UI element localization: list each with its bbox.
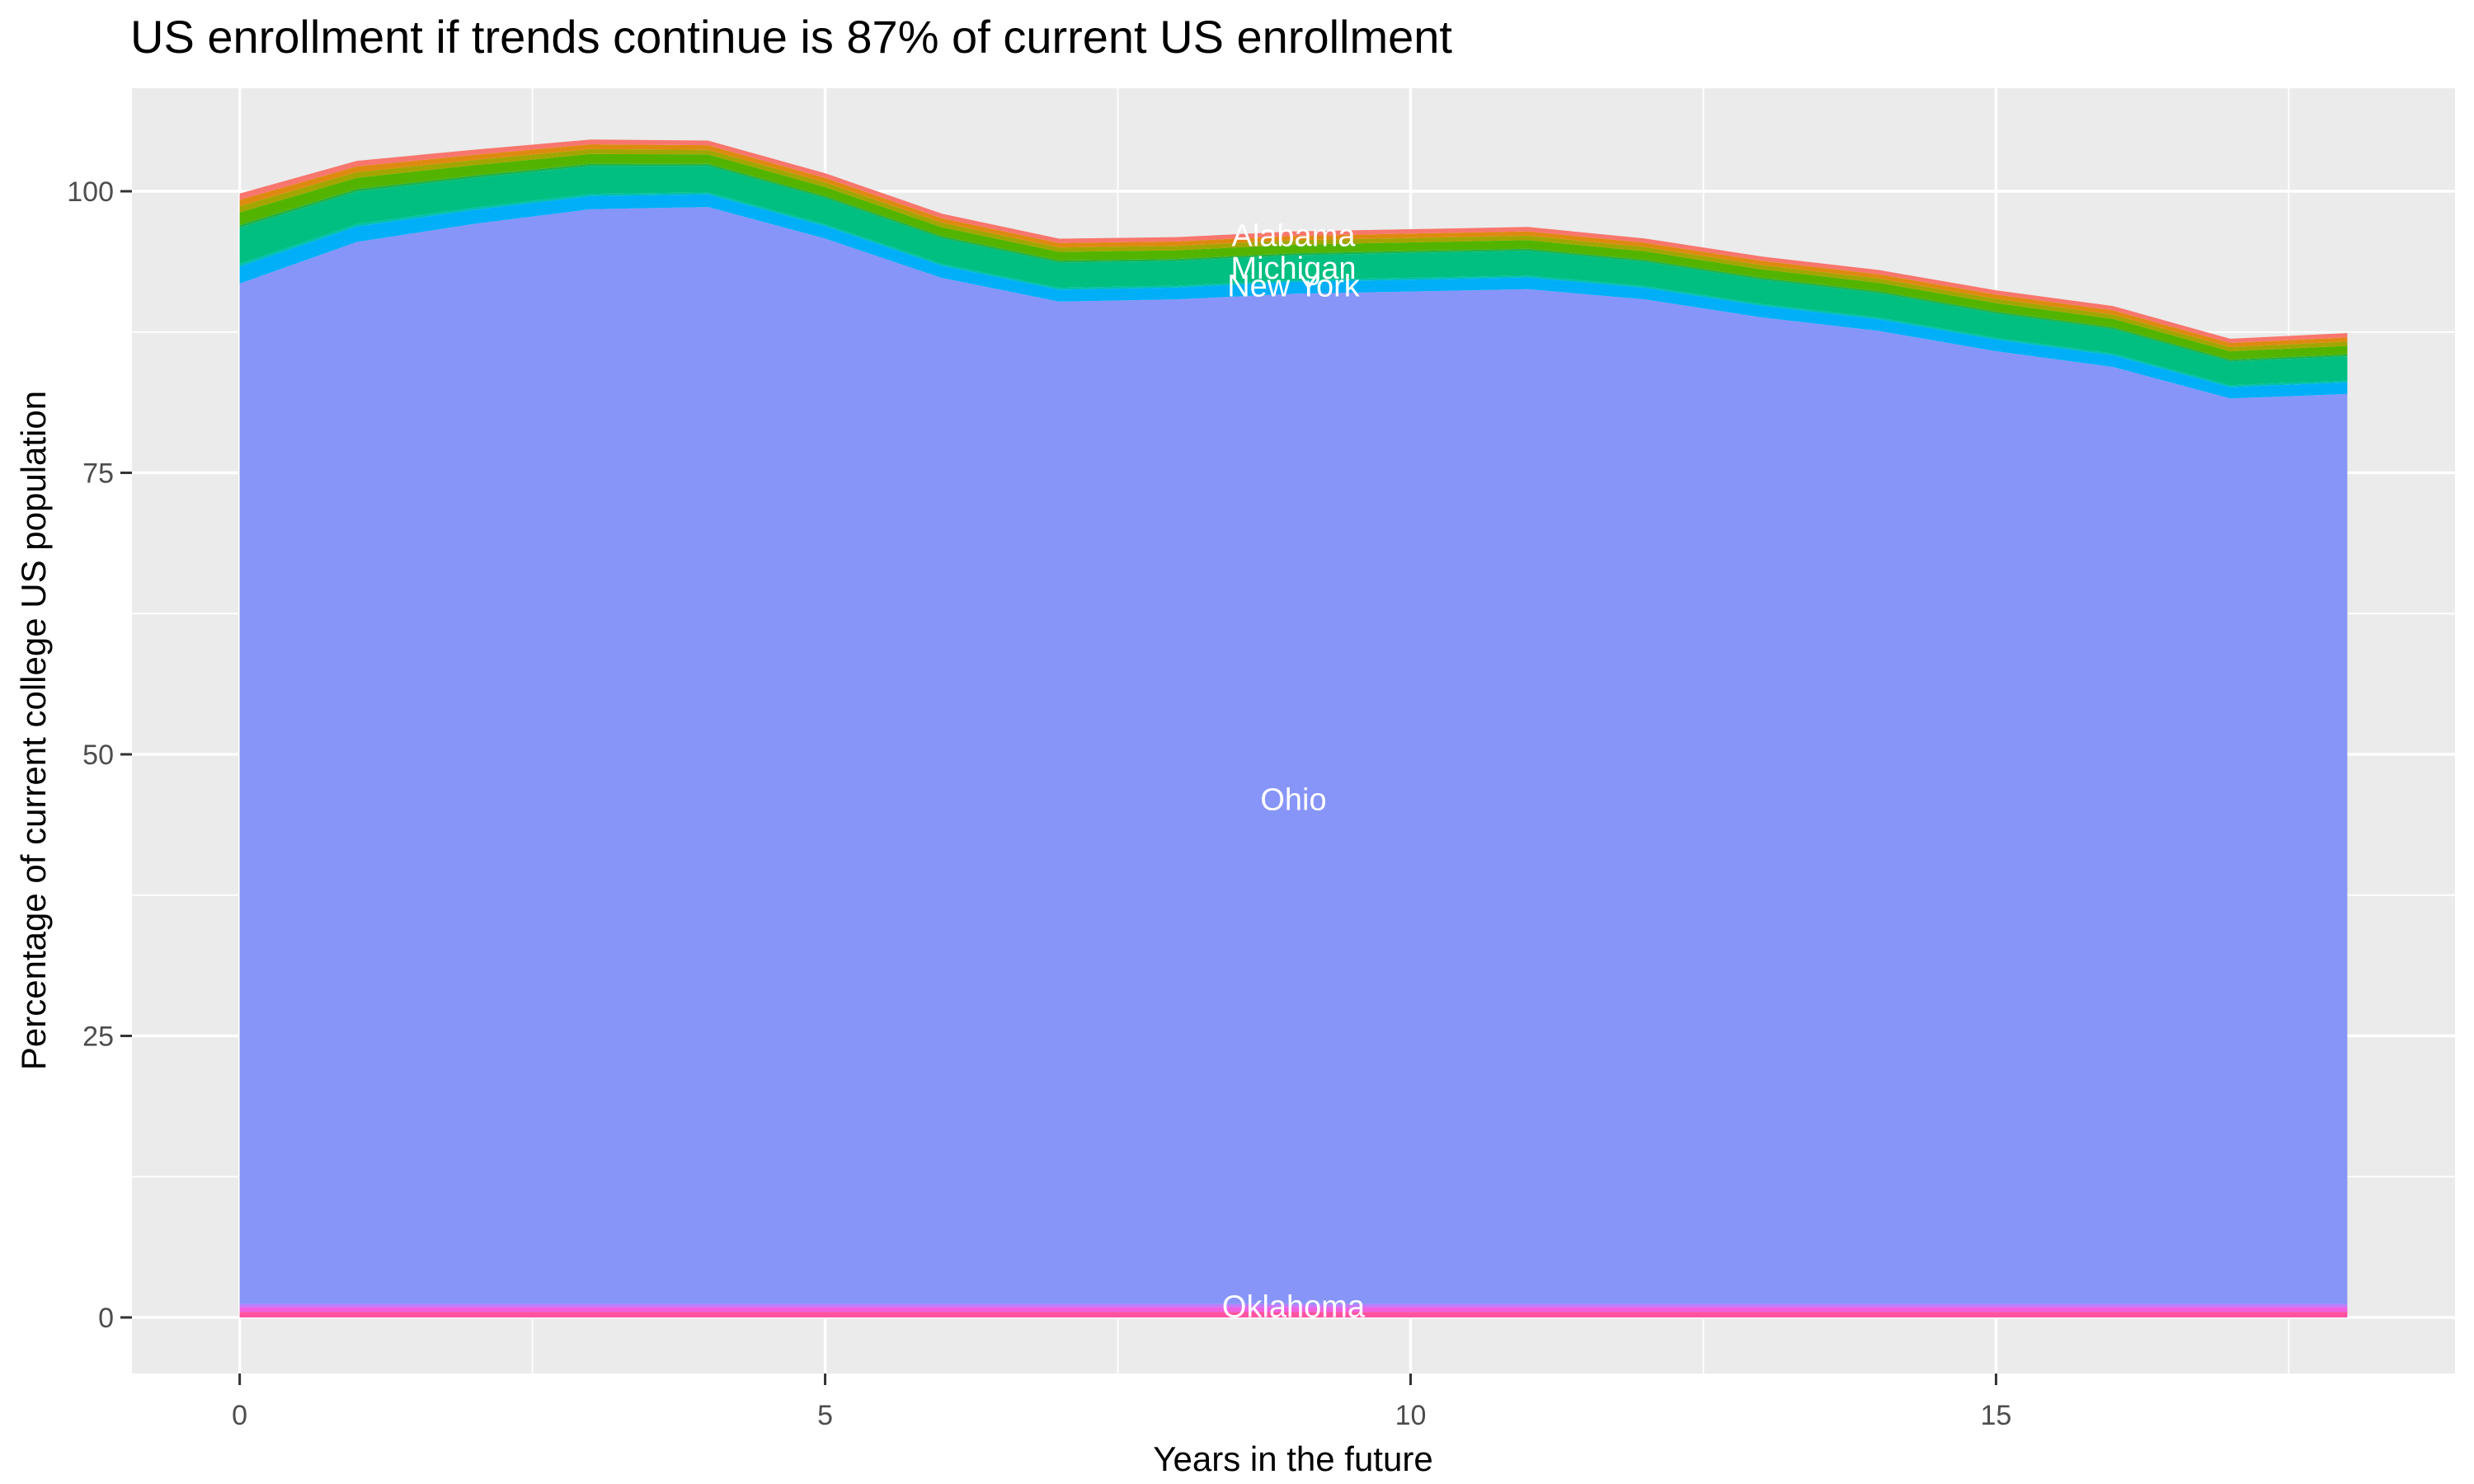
band-unlabeled-5: [239, 192, 2348, 387]
state-label-new-york: New York: [1227, 270, 1361, 304]
plot-title: US enrollment if trends continue is 87% …: [130, 11, 1452, 63]
y-tick-label: 75: [82, 458, 114, 489]
axis-ticks: 0 5 10 15 0 25 50 75 100: [67, 176, 2011, 1431]
band-unlabeled-2: [239, 1303, 2348, 1308]
state-label-michigan: Michigan: [1230, 251, 1356, 286]
state-label-oklahoma: Oklahoma: [1222, 1289, 1366, 1324]
x-tick-label: 15: [1981, 1400, 2012, 1431]
x-tick-label: 5: [817, 1400, 833, 1431]
y-tick-label: 25: [82, 1021, 114, 1052]
x-tick-label: 0: [232, 1400, 247, 1431]
band-oklahoma: [239, 1312, 2348, 1317]
x-axis-title: Years in the future: [1153, 1439, 1432, 1478]
state-label-alabama: Alabama: [1232, 218, 1357, 253]
state-label-ohio: Ohio: [1260, 783, 1326, 818]
y-tick-label: 0: [98, 1303, 114, 1334]
band-ohio: [239, 207, 2348, 1304]
band-michigan: [239, 166, 2348, 386]
band-unlabeled-1: [239, 1307, 2348, 1313]
y-axis-title: Percentage of current college US populat…: [14, 391, 53, 1070]
x-tick-label: 10: [1395, 1400, 1427, 1431]
area-bands: [239, 139, 2348, 1317]
band-new-york: [239, 194, 2348, 399]
band-unlabeled-8: [239, 153, 2348, 360]
y-tick-label: 50: [82, 740, 114, 771]
y-tick-label: 100: [67, 176, 114, 208]
